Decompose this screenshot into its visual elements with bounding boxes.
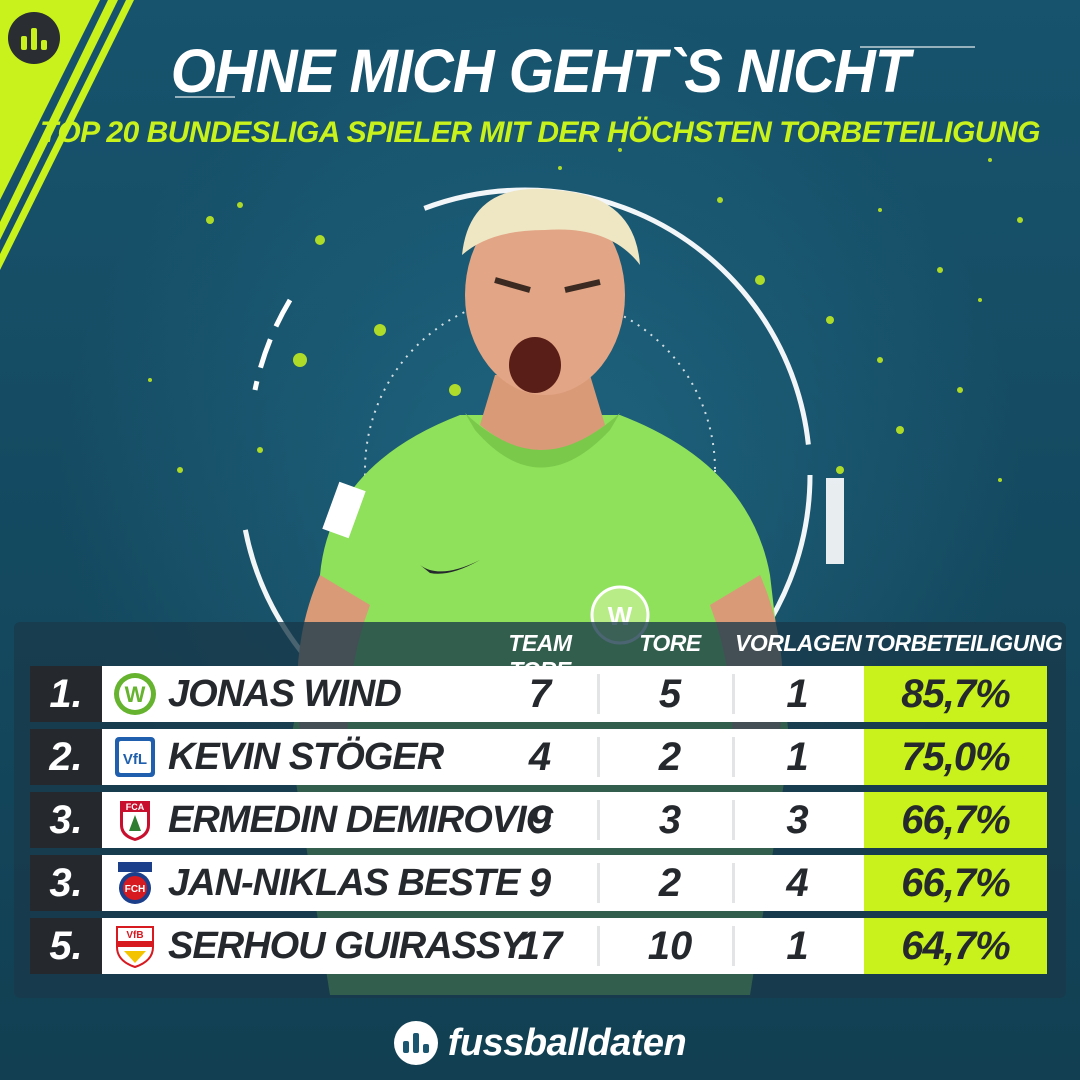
table-row: 2. VfL KEVIN STÖGER 4 2 1 75,0% [30,729,1047,785]
column-header-assists: VORLAGEN [735,630,862,656]
svg-text:FCH: FCH [125,884,146,895]
team-goals-value: 17 [517,924,563,968]
column-divider [597,674,600,714]
column-header-team-goals: TEAM TORE [508,630,572,683]
brand-name: fussballdaten [447,1021,687,1064]
share-value: 75,0% [864,729,1047,785]
column-header-share: TORBETEILIGUNG [864,630,1063,656]
goals-value: 2 [658,861,682,905]
title-line-right [860,46,975,48]
row-rank: 5. [30,918,102,974]
goals-value: 5 [658,672,682,716]
fussballdaten-logo-icon [393,1021,438,1065]
row-body [102,792,864,848]
table-row: 3. FCH JAN-NIKLAS BESTE 9 2 4 66,7% [30,855,1047,911]
column-divider [597,800,600,840]
vfb-stuttgart-crest-icon: VfB [110,923,160,969]
column-header-goals: TORE [639,630,701,656]
row-rank: 3. [30,792,102,848]
player-name: JAN-NIKLAS BESTE [168,862,520,904]
footer-brand: fussballdaten [0,1018,1080,1068]
table-row: 1. W JONAS WIND 7 5 1 85,7% [30,666,1047,722]
fc-augsburg-crest-icon: FCA [110,797,160,843]
player-name: KEVIN STÖGER [168,736,444,778]
goals-value: 2 [658,735,682,779]
table-row: 5. VfB SERHOU GUIRASSY 17 10 1 64,7% [30,918,1047,974]
row-rank: 1. [30,666,102,722]
column-divider [597,863,600,903]
player-name: SERHOU GUIRASSY [168,925,526,967]
goals-value: 10 [647,924,693,968]
page-subtitle: TOP 20 BUNDESLIGA SPIELER MIT DER HÖCHST… [40,116,1040,149]
assists-value: 1 [786,924,809,968]
corner-stripes [0,0,134,270]
column-divider [732,674,735,714]
row-body [102,729,864,785]
vfl-wolfsburg-crest-icon: W [110,671,160,717]
fc-heidenheim-crest-icon: FCH [110,860,160,906]
row-body [102,855,864,911]
goals-value: 3 [658,798,682,842]
assists-value: 1 [786,735,809,779]
team-goals-value: 4 [528,735,552,779]
fussballdaten-logo-icon [8,12,60,64]
svg-text:FCA: FCA [126,802,145,812]
row-body [102,666,864,722]
column-divider [597,926,600,966]
share-value: 64,7% [864,918,1047,974]
share-value: 66,7% [864,855,1047,911]
svg-text:VfB: VfB [126,930,143,941]
assists-value: 3 [786,798,809,842]
team-goals-value: 7 [528,672,552,716]
assists-value: 4 [786,861,809,905]
column-divider [597,737,600,777]
team-goals-value: 9 [528,798,552,842]
player-name: JONAS WIND [168,673,402,715]
row-body [102,918,864,974]
team-goals-value: 9 [528,861,552,905]
table-row: 3. FCA ERMEDIN DEMIROVIC 9 3 3 66,7% [30,792,1047,848]
title-line-left [175,96,235,98]
row-rank: 3. [30,855,102,911]
row-rank: 2. [30,729,102,785]
column-divider [732,926,735,966]
column-divider [732,863,735,903]
page-title: OHNE MICH GEHT`S NICHT [170,37,910,106]
share-value: 85,7% [864,666,1047,722]
svg-text:VfL: VfL [123,751,147,768]
player-name: ERMEDIN DEMIROVIC [168,799,553,841]
share-value: 66,7% [864,792,1047,848]
svg-text:W: W [125,682,146,707]
assists-value: 1 [786,672,809,716]
column-divider [732,737,735,777]
column-divider [732,800,735,840]
vfl-bochum-crest-icon: VfL [110,734,160,780]
